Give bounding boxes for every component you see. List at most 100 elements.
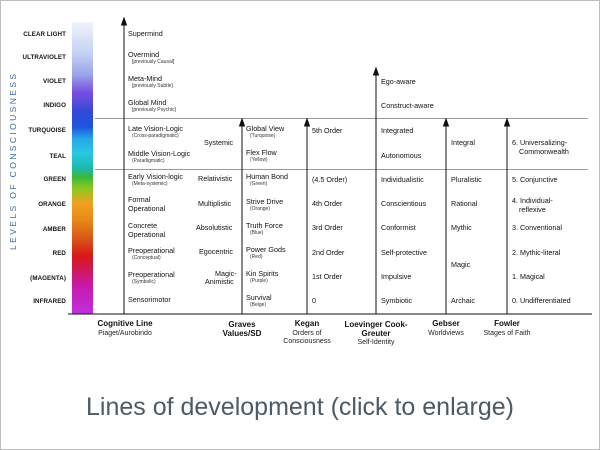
graves-global-view: Global View — [246, 124, 285, 133]
cog-sensorimotor: Sensorimotor — [128, 295, 171, 304]
lower-separator-line — [95, 169, 588, 170]
cog-middle-vision-logic-note: (Paradigmatic) — [132, 158, 165, 164]
graves-kin-spirits: Kin Spirits — [246, 269, 279, 278]
gebser-mythic: Mythic — [451, 223, 472, 232]
graves-magic: Magic- — [215, 269, 237, 278]
cog-concrete: Concrete — [128, 221, 158, 230]
axis-lines — [68, 16, 592, 315]
cog-late-vision-logic-note: (Cross-paradigmatic) — [132, 133, 179, 139]
level-ultraviolet: ULTRAVIOLET — [22, 54, 66, 61]
col-sub-fowler: Stages of Faith — [483, 330, 531, 337]
graves-flex-flow: Flex Flow — [246, 148, 277, 157]
graves-multiplistic: Multiplistic — [198, 199, 232, 208]
graves-turquoise-note: (Turquoise) — [250, 133, 276, 139]
graves-yellow-note: (Yellow) — [250, 157, 268, 163]
fowler-magical: 1. Magical — [512, 272, 545, 281]
loev-symbiotic: Symbiotic — [381, 296, 413, 305]
cog-global-mind-note: [previously Psychic] — [132, 107, 176, 113]
cog-meta-mind: Meta-Mind — [128, 74, 162, 83]
graves-truth-force: Truth Force — [246, 221, 283, 230]
graves-blue-note: (Blue) — [250, 230, 264, 236]
col-sub-kegan: Orders of Consciousness — [283, 330, 331, 346]
cog-overmind-note: [previously Causal] — [132, 59, 175, 65]
cog-symbolic-note: (Symbolic) — [132, 279, 156, 285]
cog-meta-mind-note: [previously Subtle] — [132, 83, 173, 89]
level-indigo: INDIGO — [43, 102, 66, 109]
cog-preoperational-conceptual: Preoperational — [128, 246, 175, 255]
level-red: RED — [52, 250, 66, 257]
cog-overmind: Overmind — [128, 50, 160, 59]
level-clear-light: CLEAR LIGHT — [23, 31, 66, 38]
graves-systemic: Systemic — [204, 138, 234, 147]
col-head-kegan: Kegan — [294, 319, 320, 328]
cog-middle-vision-logic: Middle Vision-Logic — [128, 149, 191, 158]
caption-link[interactable]: Lines of development (click to enlarge) — [85, 393, 514, 421]
col-head-loevinger: Loevinger Cook-Greuter — [344, 320, 408, 339]
graves-orange-note: (Orange) — [250, 206, 271, 212]
kegan-5th-order: 5th Order — [312, 126, 343, 135]
gebser-pluralistic: Pluralistic — [451, 175, 482, 184]
level-orange: ORANGE — [38, 201, 66, 208]
cog-concrete-operational: Operational — [128, 230, 166, 239]
gebser-archaic: Archaic — [451, 296, 475, 305]
cog-preoperational-symbolic: Preoperational — [128, 270, 175, 279]
fowler-commonwealth: Commonwealth — [519, 147, 569, 156]
graves-purple-note: (Purple) — [250, 278, 268, 284]
cog-formal-operational: Operational — [128, 204, 166, 213]
graves-beige-note: (Beige) — [250, 302, 267, 308]
loev-autonomous: Autonomous — [381, 151, 422, 160]
fowler-universalizing: 6. Universalizing- — [512, 138, 568, 147]
graves-absolutistic: Absolutistic — [196, 223, 233, 232]
loev-integrated: Integrated — [381, 126, 414, 135]
kegan-0: 0 — [312, 296, 316, 305]
cog-supermind: Supermind — [128, 29, 163, 38]
fowler-individual: 4. Individual- — [512, 196, 553, 205]
col-head-cognitive: Cognitive Line — [97, 319, 153, 328]
fowler-mythic-literal: 2. Mythic-literal — [512, 248, 561, 257]
color-spectrum-bar — [72, 22, 93, 314]
level-magenta: (MAGENTA) — [30, 275, 66, 282]
cog-global-mind: Global Mind — [128, 98, 167, 107]
graves-strive-drive: Strive Drive — [246, 197, 284, 206]
graves-green-note: (Green) — [250, 181, 268, 187]
level-violet: VIOLET — [43, 78, 66, 85]
fowler-conjunctive: 5. Conjunctive — [512, 175, 558, 184]
graves-egocentric: Egocentric — [199, 247, 233, 256]
level-green: GREEN — [43, 176, 66, 183]
graves-power-gods: Power Gods — [246, 245, 286, 254]
graves-red-note: (Red) — [250, 254, 263, 260]
loev-impulsive: Impulsive — [381, 272, 412, 281]
graves-survival: Survival — [246, 293, 272, 302]
graves-animistic: Animistic — [205, 277, 234, 286]
loev-self-protective: Self-protective — [381, 248, 427, 257]
graves-human-bond: Human Bond — [246, 172, 288, 181]
gebser-integral: Integral — [451, 138, 475, 147]
loev-conformist: Conformist — [381, 223, 416, 232]
cog-late-vision-logic: Late Vision-Logic — [128, 124, 184, 133]
fowler-conventional: 3. Conventional — [512, 223, 562, 232]
level-teal: TEAL — [49, 153, 66, 160]
kegan-4th-order: 4th Order — [312, 199, 343, 208]
gebser-magic: Magic — [451, 260, 471, 269]
kegan-1st-order: 1st Order — [312, 272, 342, 281]
cog-early-vision-logic-note: (Meta-systemic) — [132, 181, 168, 187]
cog-formal: Formal — [128, 195, 151, 204]
graves-relativistic: Relativistic — [198, 174, 233, 183]
lines-of-development-diagram[interactable]: LEVELS OF CONSCIOUSNESS CLEAR LIGHT ULTR… — [0, 0, 600, 360]
col-sub-gebser: Worldviews — [428, 330, 464, 337]
level-infrared: INFRARED — [33, 298, 66, 305]
kegan-2nd-order: 2nd Order — [312, 248, 345, 257]
col-head-graves: Graves Values/SD — [222, 320, 262, 339]
loev-construct-aware: Construct-aware — [381, 101, 434, 110]
cog-conceptual-note: (Conceptual) — [132, 255, 161, 261]
levels-of-consciousness-label: LEVELS OF CONSCIOUSNESS — [8, 71, 18, 250]
loev-individualistic: Individualistic — [381, 175, 424, 184]
kegan-3rd-order: 3rd Order — [312, 223, 343, 232]
cog-early-vision-logic: Early Vision-logic — [128, 172, 183, 181]
col-sub-cognitive: Piaget/Aurobindo — [98, 330, 152, 337]
level-turquoise: TURQUOISE — [28, 127, 66, 134]
col-sub-loevinger: Self-Identity — [357, 339, 395, 346]
col-head-gebser: Gebser — [432, 319, 460, 328]
gebser-rational: Rational — [451, 199, 478, 208]
col-head-fowler: Fowler — [494, 319, 520, 328]
